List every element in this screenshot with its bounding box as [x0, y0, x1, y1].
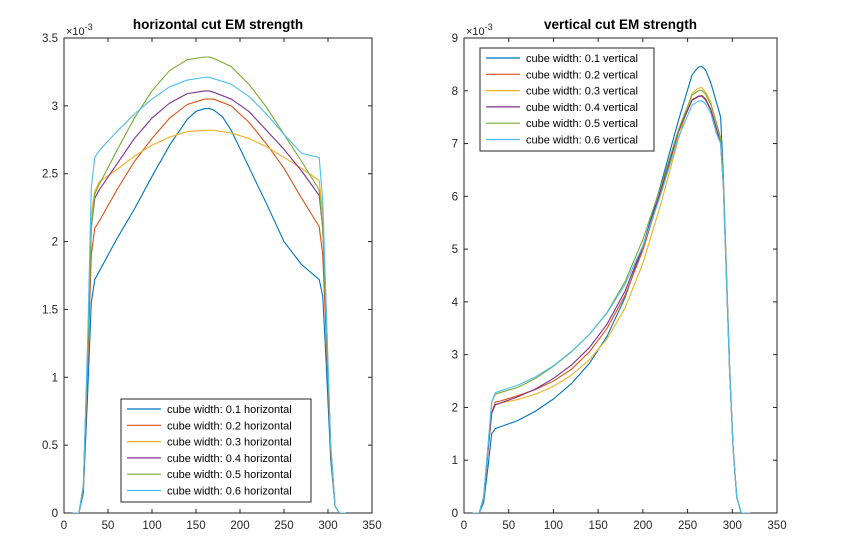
legend-entry: cube width: 0.1 horizontal — [167, 404, 292, 416]
y-tick-label: 7 — [452, 139, 458, 151]
legend-entry: cube width: 0.2 vertical — [526, 69, 638, 81]
y-tick-label: 0 — [452, 508, 458, 520]
y-tick-label: 2.5 — [42, 169, 58, 181]
x-tick-label: 250 — [274, 520, 293, 532]
y-tick-label: 9 — [452, 33, 458, 45]
legend-entry: cube width: 0.4 vertical — [526, 102, 638, 114]
legend: cube width: 0.1 horizontal cube width: 0.… — [120, 398, 312, 503]
legend-entry: cube width: 0.4 horizontal — [167, 453, 292, 465]
x-tick-label: 350 — [362, 520, 381, 532]
x-tick-label: 300 — [318, 520, 337, 532]
y-tick-label: 6 — [452, 191, 458, 203]
x-tick-label: 150 — [186, 520, 205, 532]
y-tick-label: 3.5 — [42, 33, 58, 45]
x-tick-label: 200 — [230, 520, 249, 532]
legend-entry: cube width: 0.3 horizontal — [167, 437, 292, 449]
legend-box — [120, 398, 312, 503]
y-tick-label: 2 — [52, 237, 58, 249]
legend: cube width: 0.1 vertical cube width: 0.2 … — [479, 47, 655, 152]
y-tick-label: 3 — [452, 350, 458, 362]
chart-title: vertical cut EM strength — [544, 17, 697, 32]
y-exponent-label: ×10-3 — [466, 22, 493, 38]
x-tick-label: 250 — [678, 520, 697, 532]
series-line-2 — [72, 98, 346, 513]
chart-panel-1: horizontal cut EM strength 0 50 100 150 200 25… — [42, 17, 382, 532]
legend-entry: cube width: 0.6 horizontal — [167, 486, 292, 498]
x-tick-label: 50 — [102, 520, 115, 532]
y-tick-label: 2 — [452, 402, 458, 414]
y-tick-label: 8 — [452, 86, 458, 98]
legend-box — [479, 47, 655, 152]
x-tick-label: 0 — [61, 520, 67, 532]
x-tick-label: 100 — [142, 520, 161, 532]
y-tick-label: 1.5 — [42, 304, 58, 316]
legend-entry: cube width: 0.6 vertical — [526, 135, 638, 147]
legend-entry: cube width: 0.2 horizontal — [167, 420, 292, 432]
legend-entry: cube width: 0.3 vertical — [526, 86, 638, 98]
legend-entry: cube width: 0.5 vertical — [526, 118, 638, 130]
y-tick-label: 3 — [52, 101, 58, 113]
x-tick-label: 300 — [723, 520, 742, 532]
x-tick-label: 100 — [544, 520, 563, 532]
y-tick-label: 0 — [52, 508, 58, 520]
x-tick-label: 150 — [589, 520, 608, 532]
series-line-6 — [472, 100, 751, 513]
y-tick-label: 0.5 — [42, 440, 58, 452]
series-line-5 — [72, 56, 346, 513]
y-exponent-label: ×10-3 — [66, 22, 93, 38]
x-tick-label: 0 — [461, 520, 467, 532]
series-line-1 — [72, 108, 346, 513]
y-tick-label: 1 — [452, 455, 458, 467]
y-tick-label: 4 — [452, 297, 459, 309]
legend-entry: cube width: 0.5 horizontal — [167, 469, 292, 481]
legend-entry: cube width: 0.1 vertical — [526, 53, 638, 65]
y-tick-label: 5 — [452, 244, 458, 256]
x-tick-label: 50 — [502, 520, 515, 532]
series-line-6 — [72, 76, 346, 513]
chart-title: horizontal cut EM strength — [133, 17, 303, 32]
x-tick-label: 350 — [767, 520, 786, 532]
y-tick-label: 1 — [52, 372, 58, 384]
x-tick-label: 200 — [633, 520, 652, 532]
